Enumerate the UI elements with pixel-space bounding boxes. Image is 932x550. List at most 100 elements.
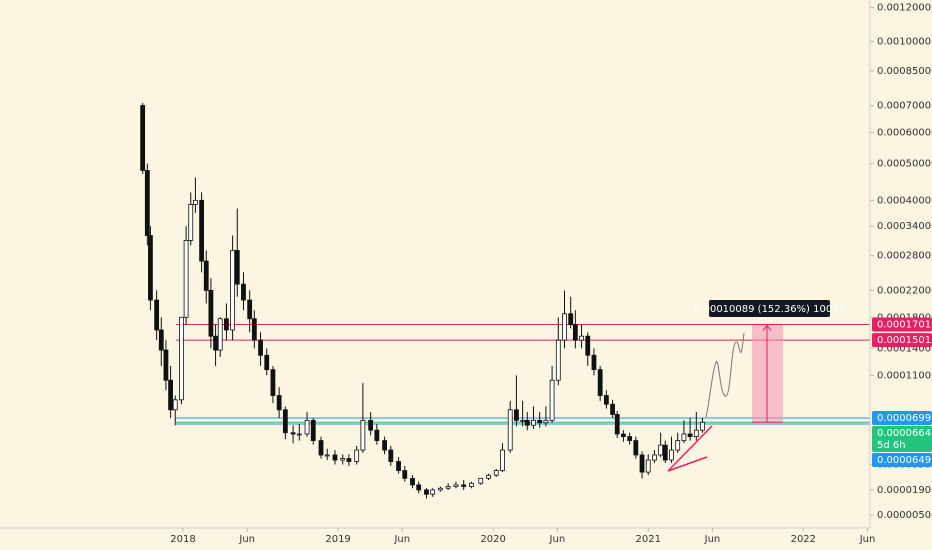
price-tag — [872, 333, 932, 348]
x-tick-label: 2020 — [480, 534, 505, 545]
candle-body — [621, 433, 626, 437]
measure-label: 0.00010089 (152.36%) 10089 — [694, 304, 845, 315]
y-tick-label: 0.00034000 — [877, 221, 932, 232]
candle-body — [258, 339, 263, 356]
candle-body — [410, 477, 415, 486]
candle-body — [445, 486, 451, 489]
price-tag — [872, 426, 932, 453]
candle-body — [687, 433, 693, 437]
candle-body — [203, 260, 209, 291]
x-tick-label: Jun — [859, 534, 876, 545]
candle-body — [700, 421, 705, 431]
candle-body — [614, 414, 620, 435]
candle-body — [597, 369, 603, 396]
candle-body — [360, 419, 366, 451]
x-tick-label: Jun — [393, 534, 410, 545]
candle-body — [148, 235, 153, 301]
candle-body — [478, 477, 484, 484]
y-tick-label: 0.00040000 — [877, 195, 932, 206]
candle-body — [318, 440, 324, 456]
price-tag-label: 0.00006496 — [877, 455, 932, 466]
candle-body — [382, 440, 387, 451]
y-tick-label: 0.00022000 — [877, 285, 932, 296]
candle-body — [224, 318, 229, 331]
y-tick-label: 0.00028000 — [877, 251, 932, 262]
candle-body — [675, 440, 681, 451]
candle-body — [304, 419, 310, 435]
x-tick-label: Jun — [704, 534, 721, 545]
candle-body — [531, 419, 536, 426]
candle-body — [374, 429, 380, 441]
candle-body — [562, 313, 567, 341]
y-tick-label: 0.00050000 — [877, 159, 932, 170]
x-tick-label: Jun — [549, 534, 566, 545]
candle-body — [524, 419, 530, 426]
candle-body — [424, 489, 429, 495]
candle-body — [579, 335, 584, 341]
measure-arrowhead — [762, 324, 772, 331]
candle-body — [388, 449, 394, 462]
candle-body — [537, 419, 543, 424]
candle-body — [693, 429, 699, 437]
measure: 0.00010089 (152.36%) 10089 — [694, 300, 845, 423]
candle-body — [264, 354, 270, 371]
candle-body — [208, 289, 214, 337]
candle-body — [520, 419, 526, 422]
candle-body — [140, 105, 146, 171]
y-tick-label: 0.00120000 — [877, 3, 932, 14]
candle-body — [183, 239, 189, 318]
x-tick-label: 2022 — [791, 534, 816, 545]
projection-path — [705, 332, 745, 418]
candle-body — [681, 433, 687, 441]
candle-body — [276, 395, 282, 411]
candle-body — [453, 484, 459, 487]
candle-body — [340, 458, 346, 461]
candle-body — [416, 484, 422, 491]
candle-body — [500, 449, 505, 471]
candle-body — [568, 313, 574, 326]
candle-body — [172, 399, 178, 411]
candle-body — [633, 440, 639, 456]
candle-body — [144, 170, 150, 236]
candle-body — [645, 459, 651, 473]
candle-body — [158, 329, 164, 351]
candle-body — [669, 449, 674, 461]
candle-body — [163, 349, 169, 381]
candle-body — [430, 489, 436, 495]
y-tick-label: 0.00011000 — [877, 370, 932, 381]
countdown-label: 5d 6h — [877, 440, 906, 451]
price-tag — [872, 317, 932, 332]
candle-body — [396, 461, 401, 471]
candle-body — [179, 316, 184, 401]
candle-body — [270, 369, 276, 396]
y-tick-label: 0.00085000 — [877, 66, 932, 77]
y-tick-label: 0.00070000 — [877, 101, 932, 112]
candle-body — [610, 403, 615, 415]
candle-body — [230, 250, 236, 331]
candle-body — [241, 283, 246, 301]
candle-body — [627, 436, 633, 441]
price-tag-label: 0.00015013 — [877, 335, 932, 346]
axis-layer: 0.00120000 0.00100000 0.00085000 0.00070000… — [170, 3, 932, 545]
y-tick-label: 0.00060000 — [877, 127, 932, 138]
triangle-drawing — [667, 425, 713, 472]
candle-body — [368, 419, 374, 431]
candle-body — [234, 250, 240, 285]
candle-body — [469, 482, 474, 487]
x-tick-label: 2021 — [636, 534, 661, 545]
candle-body — [603, 395, 609, 405]
candle-body — [555, 339, 561, 381]
candle-body — [486, 474, 491, 479]
candle-body — [572, 324, 578, 341]
candle-body — [585, 335, 591, 356]
measure-tooltip — [709, 300, 830, 317]
x-tick-label: 2019 — [325, 534, 350, 545]
candle-body — [662, 444, 668, 461]
x-tick-label: Jun — [238, 534, 255, 545]
y-tick-label: 0.00014000 — [877, 343, 932, 354]
candle-body — [354, 449, 360, 462]
candle-body — [217, 318, 223, 351]
y-tick-label: 0.00100000 — [877, 36, 932, 47]
